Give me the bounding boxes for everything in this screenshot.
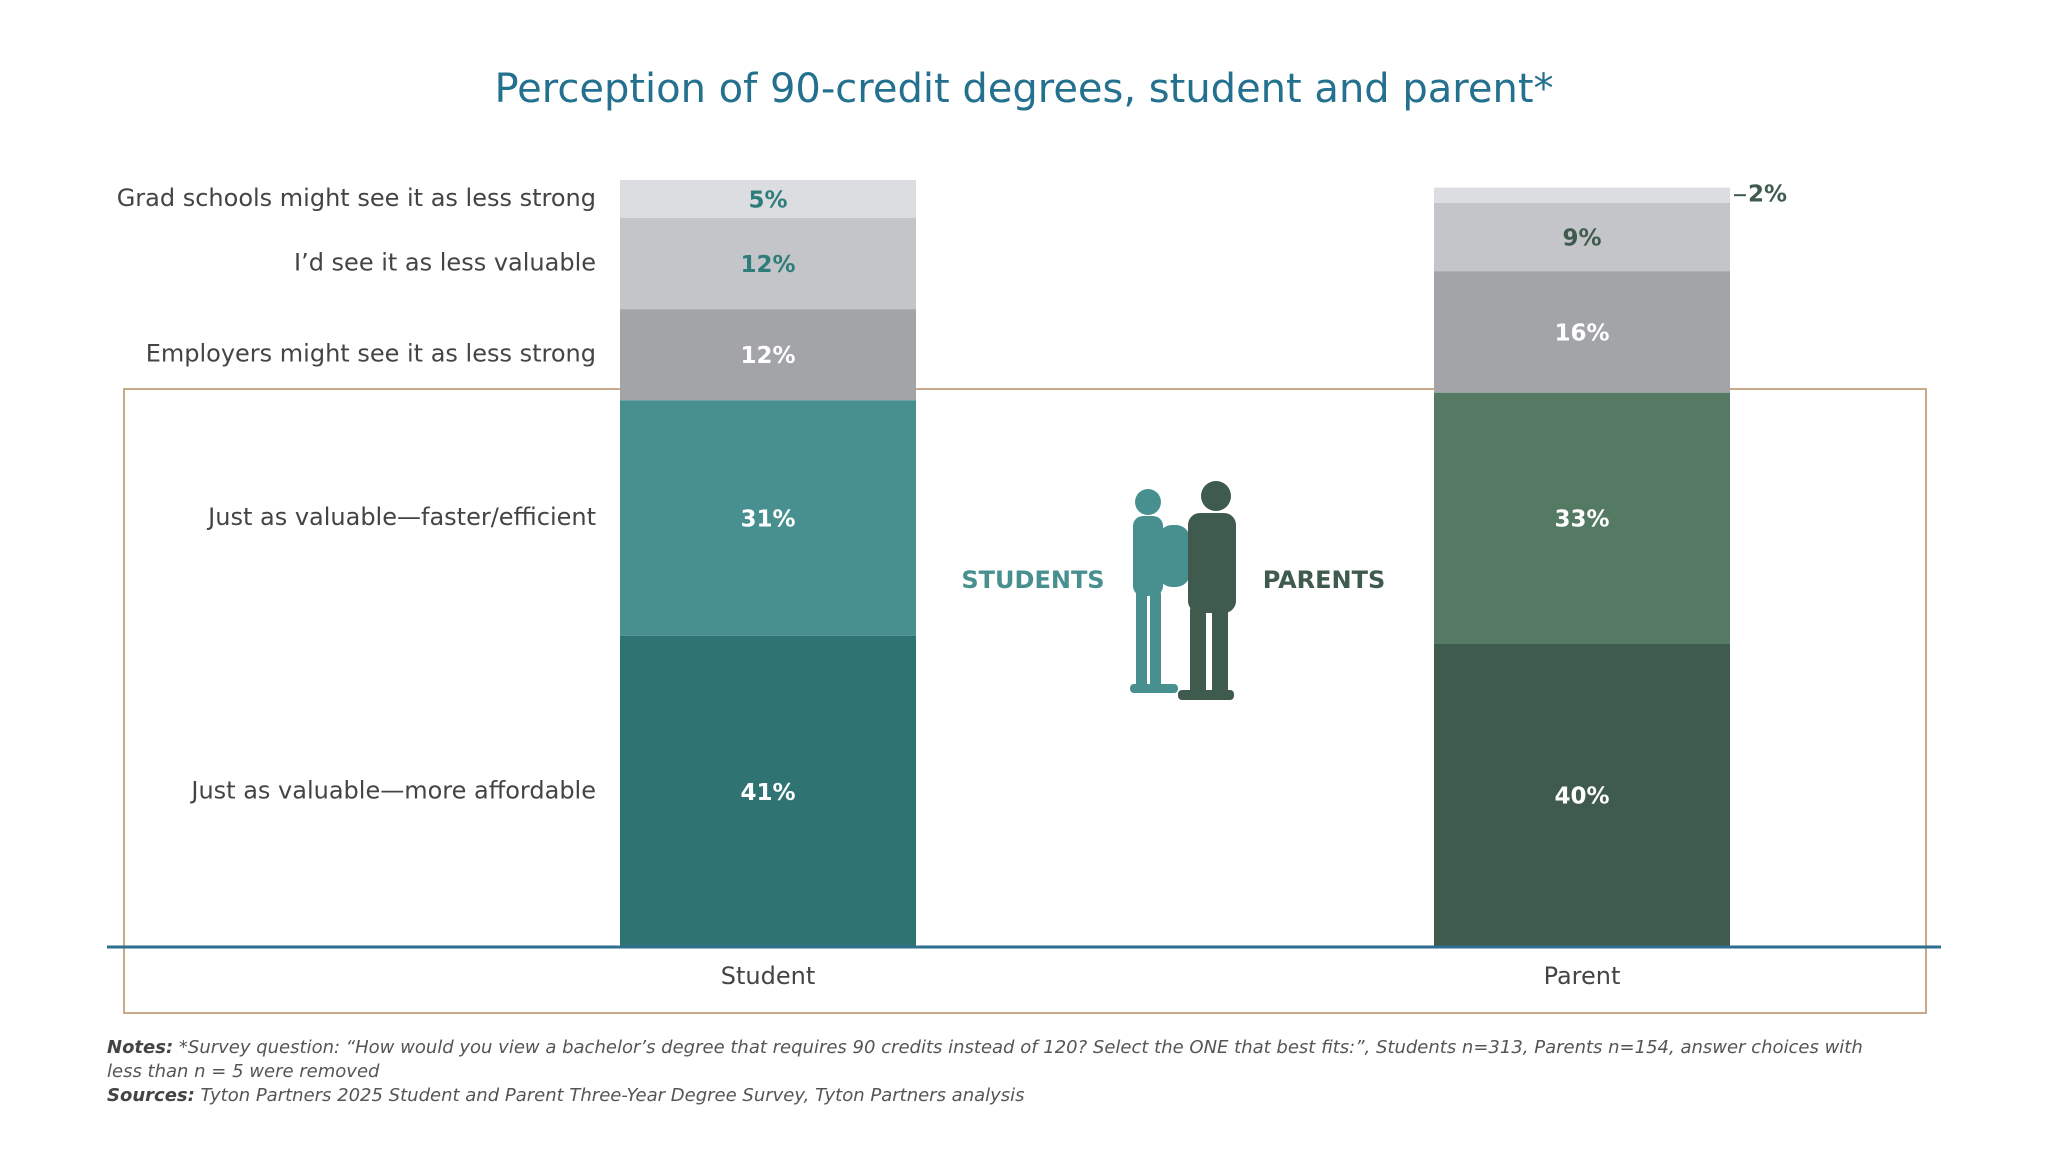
legend-label: Just as valuable—faster/efficient (206, 503, 596, 531)
legend-label: Just as valuable—more affordable (189, 776, 596, 804)
x-tick-label: Parent (1544, 962, 1621, 990)
data-label: 2% (1748, 182, 1787, 208)
data-label: 33% (1554, 506, 1609, 532)
sources-text: Tyton Partners 2025 Student and Parent T… (200, 1085, 1025, 1106)
data-label: 16% (1554, 320, 1609, 346)
bar-segment (1434, 643, 1730, 947)
highlight-box (123, 388, 1927, 1014)
data-label: 12% (740, 252, 795, 278)
data-label: 12% (740, 343, 795, 369)
sources-line: Sources: Tyton Partners 2025 Student and… (107, 1084, 1887, 1108)
data-label: 31% (740, 506, 795, 532)
chart: Perception of 90-credit degrees, student… (107, 66, 1941, 1014)
data-label: 5% (748, 187, 787, 213)
notes: Notes: *Survey question: “How would you … (107, 1036, 1887, 1108)
chart-title: Perception of 90-credit degrees, student… (494, 66, 1553, 112)
legend-label: I’d see it as less valuable (294, 249, 596, 277)
x-tick-label: Student (721, 962, 815, 990)
sources-label: Sources: (107, 1085, 195, 1106)
annotation: PARENTS (1263, 566, 1386, 594)
annotation: STUDENTS (961, 566, 1104, 594)
bar-segment (1434, 271, 1730, 393)
bar-segment (620, 217, 916, 310)
bar-segment (620, 635, 916, 947)
bar-segment (1434, 392, 1730, 644)
bar-segment (620, 180, 916, 218)
bar-segment (1434, 187, 1730, 203)
legend-label: Grad schools might see it as less strong (117, 184, 596, 212)
bar-segment (1434, 202, 1730, 272)
data-label: 40% (1554, 784, 1609, 810)
notes-text: *Survey question: “How would you view a … (107, 1037, 1863, 1082)
data-label: 41% (740, 780, 795, 806)
legend-label: Employers might see it as less strong (146, 340, 596, 368)
notes-label: Notes: (107, 1037, 174, 1058)
figures (1130, 481, 1236, 700)
notes-line: Notes: *Survey question: “How would you … (107, 1036, 1887, 1084)
bar-segment (620, 400, 916, 636)
data-label: 9% (1562, 225, 1601, 251)
bar-segment (620, 309, 916, 401)
